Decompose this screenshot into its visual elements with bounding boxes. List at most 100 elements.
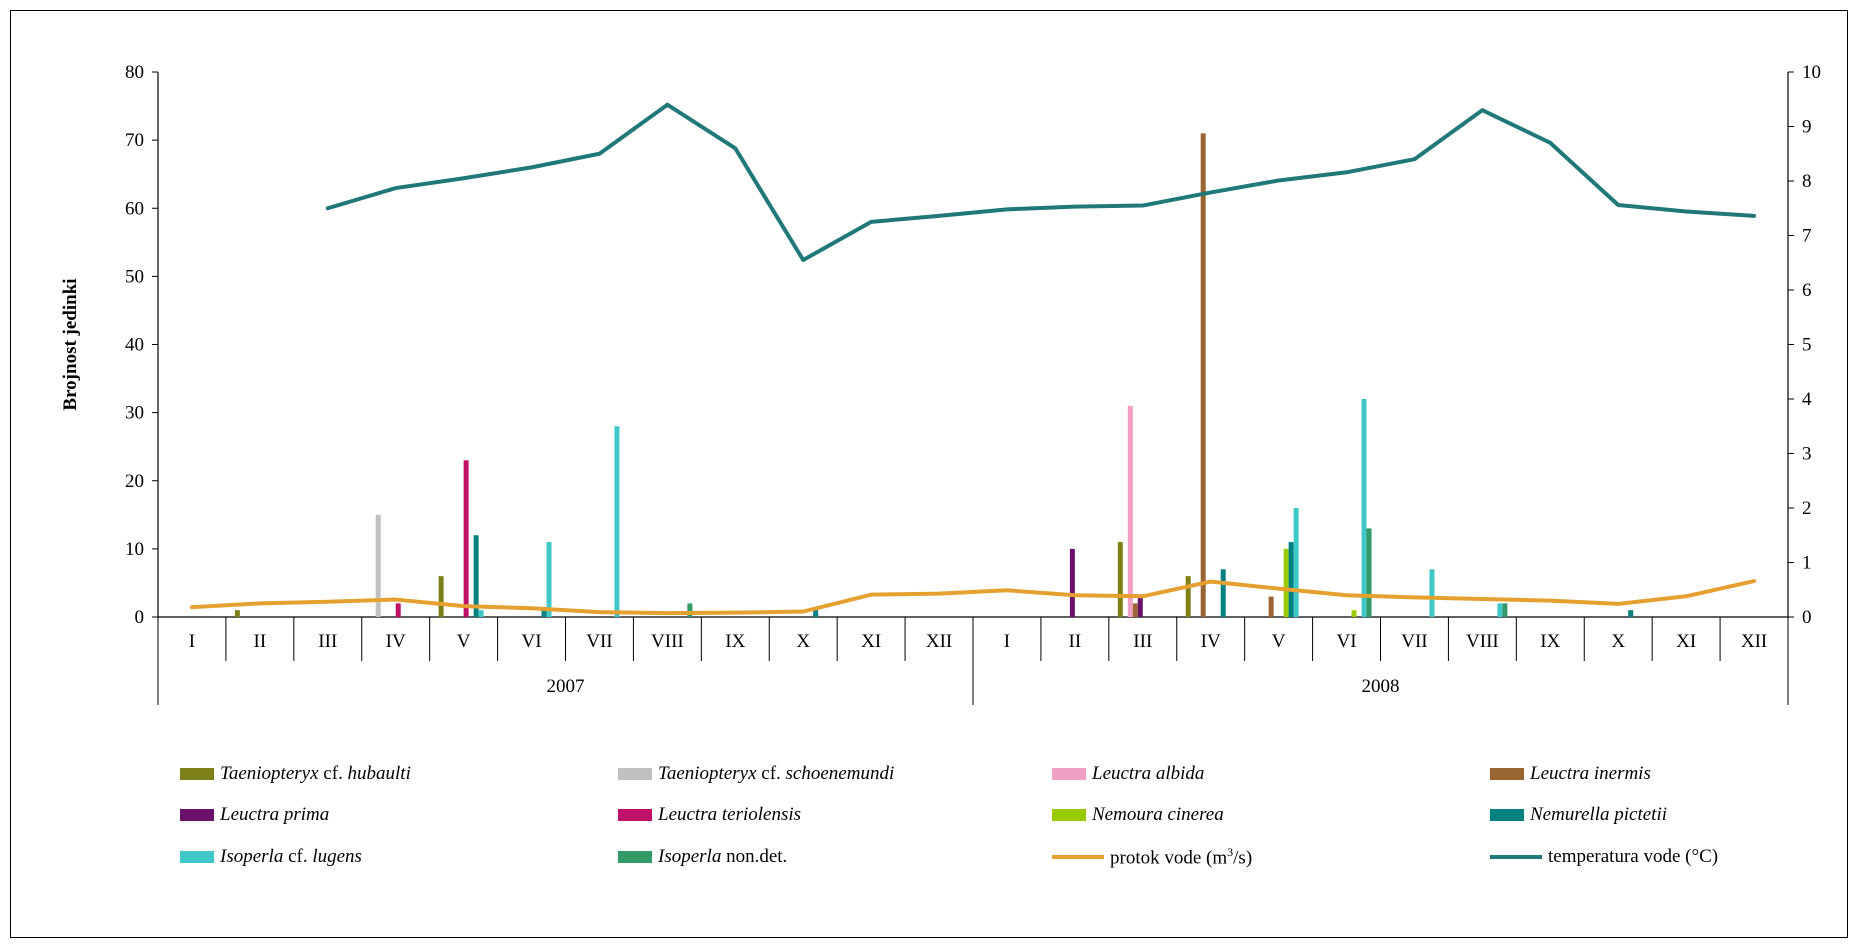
year-label: 2007 (547, 676, 585, 697)
x-tick-label: III (1133, 631, 1152, 652)
legend-label: Isoperla cf. lugens (220, 846, 362, 867)
x-tick-label: XI (861, 631, 881, 652)
y2-tick-label: 8 (1802, 171, 1812, 192)
x-tick-label: II (1069, 631, 1082, 652)
bar-leuctra-prima (1137, 596, 1143, 617)
bar-leuctra-inermis (1132, 603, 1138, 618)
y2-tick-label: 2 (1802, 498, 1812, 519)
bar-nemoura-cinerea (1351, 610, 1357, 617)
bar-isoperla-cf-lugens (614, 426, 620, 617)
bar-isoperla-cf-lugens (1497, 603, 1503, 618)
legend-label: Leuctra inermis (1530, 763, 1651, 784)
y2-tick-label: 6 (1802, 280, 1812, 301)
x-tick-label: XII (1741, 631, 1767, 652)
bar-nemurella-pictetii (473, 535, 479, 617)
x-tick-label: IX (1540, 631, 1560, 652)
x-tick-label: X (796, 631, 810, 652)
bar-taeniopteryx-cf-schoenemundi (375, 514, 381, 617)
y2-tick-label: 9 (1802, 117, 1812, 138)
y-tick-label: 20 (125, 471, 144, 492)
legend-swatch (618, 851, 652, 863)
chart-frame (10, 10, 1848, 938)
bar-isoperla-non-det- (687, 603, 693, 618)
legend-item: Leuctra teriolensis (618, 803, 801, 827)
x-tick-label: V (457, 631, 471, 652)
bar-leuctra-teriolensis (463, 460, 469, 617)
x-tick-label: IV (386, 631, 406, 652)
legend-item: Isoperla cf. lugens (180, 845, 362, 869)
y-axis-title: Brojnost jedinki (60, 278, 81, 410)
bar-isoperla-cf-lugens (546, 542, 552, 617)
bar-leuctra-prima (1069, 548, 1075, 618)
y-tick-label: 50 (125, 266, 144, 287)
x-tick-label: VII (1401, 631, 1427, 652)
x-tick-label: XII (926, 631, 952, 652)
y2-tick-label: 5 (1802, 335, 1812, 356)
legend-label: temperatura vode (°C) (1548, 846, 1719, 867)
bar-taeniopteryx-cf-hubaulti (1117, 542, 1123, 617)
legend-item: temperatura vode (°C) (1490, 845, 1718, 869)
y2-tick-label: 3 (1802, 444, 1812, 465)
year-label: 2008 (1362, 676, 1400, 697)
bar-taeniopteryx-cf-hubaulti (1185, 576, 1191, 618)
legend-label: Nemoura cinerea (1092, 804, 1224, 825)
legend-swatch (618, 809, 652, 821)
bar-nemurella-pictetii (1288, 542, 1294, 617)
legend-swatch (1490, 768, 1524, 780)
y2-tick-label: 7 (1802, 226, 1812, 247)
y-tick-label: 40 (125, 335, 144, 356)
y-tick-label: 60 (125, 198, 144, 219)
y-tick-label: 10 (125, 539, 144, 560)
bar-isoperla-cf-lugens (1429, 569, 1435, 617)
legend-label: Taeniopteryx cf. schoenemundi (658, 763, 895, 784)
x-tick-label: VIII (1466, 631, 1499, 652)
x-tick-label: VII (586, 631, 612, 652)
line-protok-vode-m-s- (189, 579, 1757, 616)
x-tick-label: VI (1337, 631, 1357, 652)
x-tick-label: V (1272, 631, 1286, 652)
bar-leuctra-inermis (1200, 133, 1206, 617)
y-tick-label: 80 (125, 62, 144, 83)
x-tick-label: I (1004, 631, 1010, 652)
x-tick-label: IV (1201, 631, 1221, 652)
legend-item: Leuctra albida (1052, 762, 1204, 786)
x-tick-label: XI (1676, 631, 1696, 652)
line-temperatura-vode-c- (325, 102, 1757, 263)
legend-label: Isoperla non.det. (658, 846, 788, 867)
x-tick-label: III (318, 631, 337, 652)
legend-swatch (1490, 809, 1524, 821)
legend-swatch (1052, 855, 1104, 859)
chart: 0 10 20 30 40 50 60 70 80 0 1 2 3 4 5 6 7 8 9 10 Brojnost je… (60, 62, 1821, 705)
legend-label: Leuctra prima (220, 804, 330, 825)
bar-isoperla-non-det- (1502, 603, 1508, 618)
x-tick-label: II (254, 631, 267, 652)
x-tick-label: I (189, 631, 195, 652)
y2-tick-label: 4 (1802, 389, 1812, 410)
legend-swatch (618, 768, 652, 780)
x-tick-label: IX (725, 631, 745, 652)
legend-label: Leuctra albida (1092, 763, 1205, 784)
y-tick-label: 0 (135, 607, 145, 628)
bar-isoperla-cf-lugens (1361, 399, 1367, 617)
y2-tick-label: 0 (1802, 607, 1812, 628)
legend-swatch (180, 768, 214, 780)
bar-taeniopteryx-cf-hubaulti (438, 576, 444, 618)
legend-swatch (1052, 768, 1086, 780)
bar-leuctra-teriolensis (395, 603, 401, 618)
bar-isoperla-non-det- (1366, 528, 1372, 617)
legend-swatch (180, 851, 214, 863)
x-tick-label: VI (522, 631, 542, 652)
bar-nemurella-pictetii (813, 610, 819, 617)
legend-label: Taeniopteryx cf. hubaulti (220, 763, 411, 784)
bar-leuctra-albida (1127, 405, 1133, 617)
bar-nemurella-pictetii (1628, 610, 1634, 617)
bar-nemurella-pictetii (541, 610, 547, 617)
y-tick-label: 30 (125, 403, 144, 424)
bar-nemoura-cinerea (1283, 548, 1289, 618)
legend-item: protok vode (m3/s) (1052, 845, 1252, 869)
legend-swatch (1490, 855, 1542, 859)
legend-label: protok vode (m3/s) (1110, 844, 1253, 869)
legend-item: Leuctra inermis (1490, 762, 1651, 786)
y-tick-label: 70 (125, 130, 144, 151)
x-tick-label: VIII (651, 631, 684, 652)
